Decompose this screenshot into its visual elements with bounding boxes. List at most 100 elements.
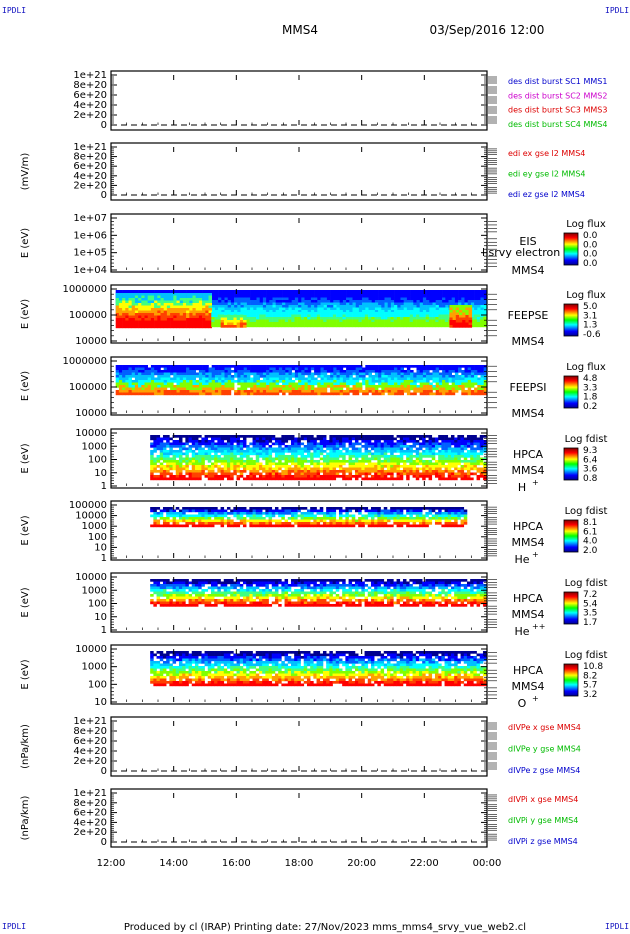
- data-cell: [480, 367, 484, 371]
- data-cell: [410, 392, 414, 396]
- colorbar-tick: 0.0: [583, 250, 598, 260]
- colorbar-tick: 0.0: [583, 231, 598, 241]
- data-cell: [294, 312, 298, 315]
- data-cell: [153, 460, 157, 463]
- data-cell: [269, 305, 273, 308]
- data-cell: [320, 307, 324, 311]
- data-cell: [298, 370, 302, 373]
- data-cell: [377, 452, 381, 456]
- data-cell: [118, 305, 123, 309]
- data-cell: [322, 450, 327, 453]
- data-cell: [150, 472, 154, 476]
- data-cell: [259, 390, 264, 393]
- data-cell: [255, 477, 260, 481]
- data-cell: [230, 305, 235, 308]
- data-cell: [381, 302, 385, 306]
- data-cell: [454, 377, 459, 381]
- data-cell: [268, 460, 273, 463]
- data-cell: [480, 322, 484, 325]
- data-cell: [182, 460, 186, 463]
- data-cell: [336, 290, 340, 293]
- data-cell: [426, 292, 430, 296]
- data-cell: [394, 377, 398, 381]
- data-cell: [374, 447, 378, 451]
- data-cell: [256, 370, 260, 373]
- data-cell: [198, 298, 203, 301]
- data-cell: [224, 390, 228, 393]
- data-cell: [233, 450, 237, 453]
- data-cell: [291, 390, 296, 393]
- data-cell: [384, 370, 388, 373]
- data-cell: [223, 315, 228, 318]
- data-cell: [272, 382, 276, 386]
- data-cell: [333, 305, 337, 308]
- data-cell: [319, 477, 324, 481]
- data-cell: [204, 457, 209, 461]
- data-cell: [316, 435, 321, 438]
- data-cell: [159, 467, 164, 471]
- data-cell: [182, 385, 187, 388]
- data-cell: [278, 457, 282, 461]
- data-cell: [285, 300, 289, 303]
- data-cell: [176, 325, 180, 329]
- data-cell: [198, 465, 202, 468]
- data-cell: [201, 465, 205, 468]
- data-cell: [374, 310, 379, 313]
- data-cell: [214, 377, 219, 381]
- data-cell: [413, 390, 417, 393]
- data-cell: [210, 435, 215, 438]
- data-cell: [182, 323, 187, 326]
- data-cell: [416, 292, 420, 296]
- data-cell: [214, 310, 219, 313]
- data-cell: [342, 470, 346, 473]
- data-cell: [364, 475, 369, 478]
- data-cell: [125, 310, 129, 314]
- data-cell: [432, 290, 436, 293]
- data-cell: [217, 450, 221, 453]
- data-cell: [461, 290, 465, 293]
- data-cell: [204, 445, 209, 448]
- data-cell: [125, 300, 129, 304]
- data-cell: [226, 462, 231, 466]
- data-cell: [249, 317, 254, 320]
- data-cell: [339, 322, 343, 325]
- data-cell: [332, 447, 337, 451]
- data-cell: [297, 460, 301, 463]
- data-cell: [419, 310, 424, 313]
- data-cell: [390, 390, 395, 393]
- data-cell: [259, 312, 263, 315]
- data-cell: [236, 440, 241, 443]
- data-cell: [323, 317, 327, 320]
- data-cell: [282, 365, 286, 368]
- data-cell: [150, 442, 154, 446]
- data-cell: [336, 387, 340, 391]
- data-cell: [349, 305, 353, 308]
- data-cell: [224, 295, 228, 298]
- data-cell: [374, 477, 378, 481]
- data-cell: [192, 390, 196, 393]
- data-cell: [290, 442, 295, 446]
- data-cell: [175, 445, 180, 448]
- data-cell: [265, 447, 269, 451]
- data-cell: [307, 390, 312, 393]
- data-cell: [320, 310, 324, 313]
- data-cell: [250, 310, 254, 313]
- data-cell: [284, 314, 289, 318]
- data-cell: [163, 367, 168, 371]
- data-cell: [422, 307, 427, 311]
- data-cell: [198, 300, 203, 304]
- data-cell: [444, 322, 449, 325]
- data-cell: [243, 390, 248, 393]
- data-cell: [468, 322, 473, 326]
- data-cell: [477, 305, 481, 308]
- data-cell: [246, 297, 251, 301]
- data-cell: [122, 380, 126, 383]
- data-cell: [134, 313, 139, 316]
- data-cell: [284, 457, 289, 461]
- data-cell: [410, 370, 414, 373]
- data-cell: [269, 370, 273, 373]
- data-cell: [329, 455, 333, 458]
- data-cell: [160, 295, 164, 299]
- data-cell: [378, 392, 382, 396]
- data-cell: [313, 319, 318, 323]
